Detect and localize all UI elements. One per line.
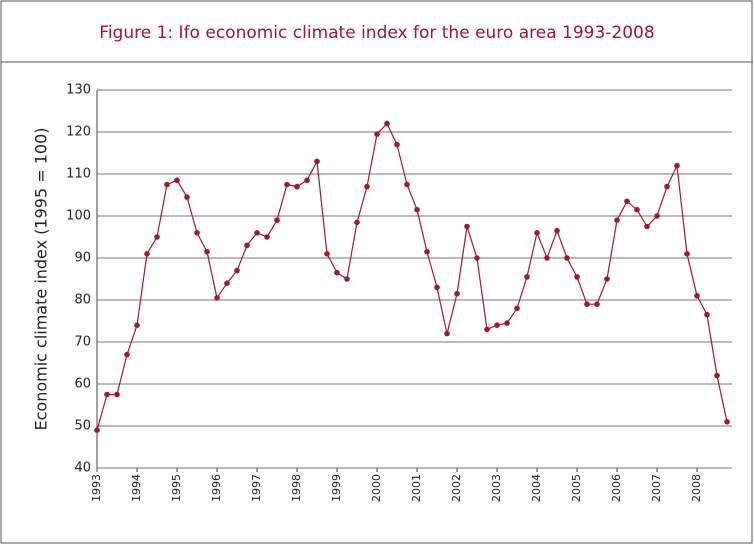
- y-tick-label: 70: [74, 335, 91, 350]
- point: [114, 391, 120, 398]
- point: [104, 391, 110, 398]
- point: [124, 351, 130, 358]
- point: [194, 230, 200, 236]
- x-tick-label: 1994: [130, 474, 143, 502]
- y-tick-label: 90: [74, 251, 91, 266]
- point: [314, 158, 320, 165]
- y-tick-label: 100: [66, 209, 91, 224]
- x-tick-label: 2001: [410, 474, 423, 502]
- point: [694, 293, 700, 299]
- point: [94, 427, 100, 434]
- point: [624, 198, 630, 205]
- point: [494, 322, 500, 329]
- point: [454, 290, 460, 297]
- point: [614, 217, 620, 223]
- point: [434, 284, 440, 291]
- x-tick-label: 1997: [250, 474, 263, 502]
- x-tick-label: 1996: [210, 474, 223, 502]
- point: [184, 194, 190, 200]
- x-tick-label: 2000: [370, 474, 383, 502]
- y-axis-label: Economic climate index (1995 = 100): [32, 128, 51, 431]
- point: [154, 234, 160, 240]
- point: [574, 274, 580, 280]
- point: [474, 255, 480, 261]
- point: [594, 301, 600, 308]
- point: [524, 274, 530, 280]
- point: [654, 213, 660, 219]
- point: [644, 223, 650, 230]
- point: [224, 280, 230, 287]
- point: [394, 141, 400, 148]
- point: [544, 255, 550, 261]
- x-tick-label: 2005: [570, 474, 583, 502]
- point: [554, 227, 560, 234]
- y-tick-label: 40: [74, 461, 91, 476]
- point: [484, 326, 490, 333]
- y-tick-label: 80: [74, 293, 91, 308]
- x-tick-label: 2004: [530, 474, 543, 502]
- point: [254, 230, 260, 236]
- point: [414, 206, 420, 213]
- point: [714, 372, 720, 379]
- y-tick-label: 130: [66, 83, 91, 98]
- y-tick-label: 120: [66, 125, 91, 140]
- x-tick-label: 1998: [290, 474, 303, 502]
- point: [504, 320, 510, 326]
- point: [364, 183, 370, 190]
- point: [174, 177, 180, 184]
- y-tick-label: 110: [66, 167, 91, 182]
- x-tick-label: 1995: [170, 474, 183, 502]
- point: [384, 120, 390, 127]
- point: [204, 248, 210, 255]
- point: [134, 322, 140, 329]
- x-tick-label: 2007: [650, 474, 663, 502]
- x-tick-label: 1993: [90, 474, 103, 502]
- point: [244, 242, 250, 249]
- point: [584, 301, 590, 308]
- line: [96, 122, 728, 431]
- chart-title: Figure 1: Ifo economic climate index for…: [99, 23, 654, 43]
- point: [604, 276, 610, 282]
- point: [404, 181, 410, 188]
- point: [424, 248, 430, 255]
- x-tick-label: 2002: [450, 474, 463, 502]
- point: [534, 230, 540, 236]
- x-tick-label: 2006: [610, 474, 623, 502]
- y-tick-label: 60: [74, 377, 91, 392]
- point: [704, 311, 710, 318]
- point: [444, 330, 450, 337]
- x-tick-label: 1999: [330, 474, 343, 502]
- point: [164, 181, 170, 188]
- point: [284, 181, 290, 188]
- point: [214, 295, 220, 301]
- point: [144, 251, 150, 257]
- point: [464, 223, 470, 230]
- y-tick-label: 50: [74, 419, 91, 434]
- point: [234, 267, 240, 274]
- point: [724, 419, 730, 425]
- point: [684, 251, 690, 257]
- point: [564, 255, 570, 261]
- x-tick-label: 2008: [690, 474, 703, 502]
- point: [634, 206, 640, 213]
- point: [674, 162, 680, 169]
- point: [334, 269, 340, 276]
- x-tick-label: 2003: [490, 474, 503, 502]
- point: [274, 217, 280, 223]
- point: [294, 183, 300, 190]
- point: [304, 177, 310, 184]
- point: [664, 183, 670, 190]
- point: [514, 305, 520, 312]
- point: [324, 251, 330, 257]
- point: [264, 234, 270, 240]
- point: [344, 276, 350, 282]
- point: [374, 131, 380, 137]
- point: [354, 219, 360, 226]
